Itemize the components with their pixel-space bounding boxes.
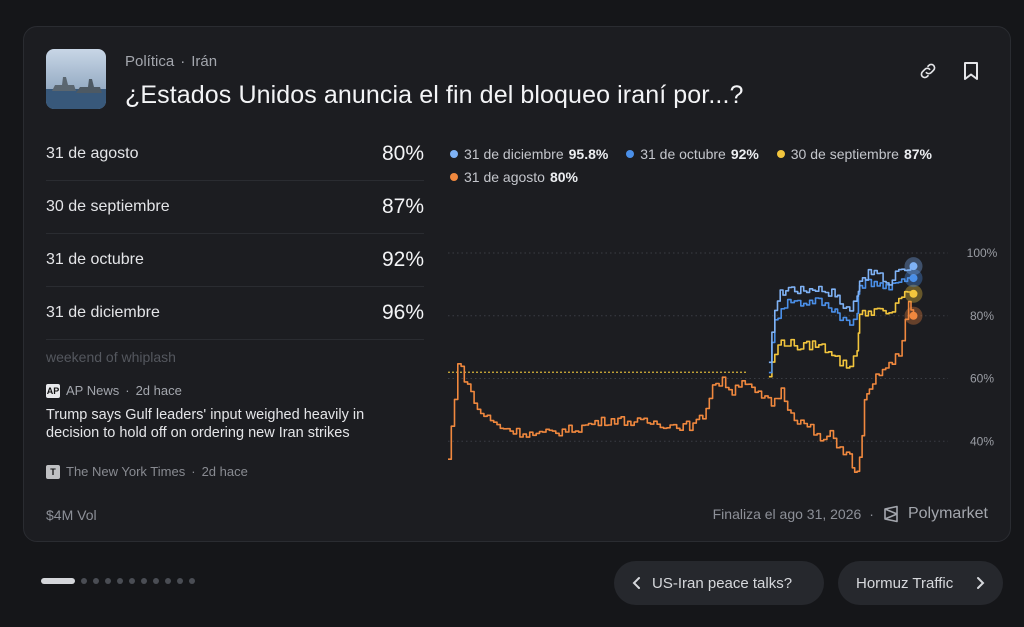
page-dot[interactable] bbox=[105, 578, 111, 584]
end-date: Finaliza el ago 31, 2026 bbox=[712, 506, 862, 522]
outcome-percentage: 80% bbox=[381, 142, 424, 165]
news-source: AP News bbox=[66, 383, 120, 398]
series-end-point[interactable] bbox=[909, 274, 918, 283]
outcome-row[interactable]: 31 de agosto 80% bbox=[46, 128, 424, 181]
series-line[interactable] bbox=[768, 290, 915, 378]
news-time: 2d hace bbox=[135, 383, 182, 398]
series-end-point[interactable] bbox=[909, 311, 918, 320]
outcome-label: 31 de diciembre bbox=[46, 304, 160, 321]
volume-label: $4M Vol bbox=[46, 507, 97, 523]
page-dot[interactable] bbox=[129, 578, 135, 584]
page-title: ¿Estados Unidos anuncia el fin del bloqu… bbox=[125, 81, 744, 109]
outcome-percentage: 96% bbox=[381, 301, 424, 324]
page-dot[interactable] bbox=[93, 578, 99, 584]
legend-label: 31 de octubre bbox=[640, 146, 726, 162]
outcome-label: 31 de octubre bbox=[46, 251, 144, 268]
news-item[interactable]: T The New York Times · 2d hace bbox=[46, 464, 406, 479]
breadcrumb-category[interactable]: Política bbox=[125, 53, 175, 70]
carousel-pagination bbox=[41, 578, 195, 584]
outcome-row[interactable]: 31 de diciembre 96% bbox=[46, 287, 424, 340]
outcome-label: 30 de septiembre bbox=[46, 198, 170, 215]
legend-value: 95.8% bbox=[568, 146, 609, 162]
series-end-point[interactable] bbox=[909, 262, 918, 271]
legend-item[interactable]: 31 de octubre 92% bbox=[626, 143, 759, 165]
y-tick-label: 40% bbox=[970, 434, 994, 448]
chevron-right-icon bbox=[977, 577, 985, 589]
outcome-percentage: 92% bbox=[381, 248, 424, 271]
news-headline: Trump says Gulf leaders' input weighed h… bbox=[46, 407, 365, 441]
chart-legend: 31 de diciembre 95.8% 31 de octubre 92% 30… bbox=[450, 142, 990, 188]
next-market-label: Hormuz Traffic bbox=[856, 574, 954, 592]
series-line[interactable] bbox=[768, 277, 915, 374]
y-tick-label: 60% bbox=[970, 372, 994, 386]
page-dot[interactable] bbox=[141, 578, 147, 584]
breadcrumb-separator: · bbox=[180, 53, 186, 70]
outcome-percentage: 87% bbox=[381, 195, 424, 218]
outcome-label: 31 de agosto bbox=[46, 145, 139, 162]
copy-link-button[interactable] bbox=[914, 57, 942, 85]
outcome-row[interactable]: 31 de octubre 92% bbox=[46, 234, 424, 287]
legend-value: 87% bbox=[903, 146, 932, 162]
bookmark-icon bbox=[964, 62, 978, 80]
page-dot[interactable] bbox=[81, 578, 87, 584]
page-dot[interactable] bbox=[117, 578, 123, 584]
price-chart[interactable]: 100%80%60%40%20% bbox=[448, 207, 998, 489]
series-end-point[interactable] bbox=[909, 289, 918, 298]
polymarket-logo-icon bbox=[884, 505, 898, 523]
news-item[interactable]: AP AP News · 2d hace Trump says Gulf lea… bbox=[46, 383, 406, 442]
bookmark-button[interactable] bbox=[957, 57, 985, 85]
news-feed: weekend of whiplash AP AP News · 2d hace… bbox=[46, 349, 406, 479]
market-card: Política · Irán ¿Estados Unidos anuncia … bbox=[23, 26, 1011, 542]
breadcrumb-subcategory[interactable]: Irán bbox=[191, 53, 218, 70]
outcome-row[interactable]: 30 de septiembre 87% bbox=[46, 181, 424, 234]
y-tick-label: 80% bbox=[970, 309, 994, 323]
outcome-list: 31 de agosto 80% 30 de septiembre 87% 31… bbox=[46, 128, 424, 340]
news-faded-headline: weekend of whiplash bbox=[46, 349, 176, 365]
page-dot-active[interactable] bbox=[41, 578, 75, 584]
link-icon bbox=[920, 63, 936, 79]
page-dot[interactable] bbox=[189, 578, 195, 584]
footer-meta: Finaliza el ago 31, 2026 · Polymarket bbox=[712, 505, 988, 523]
ap-news-logo-icon: AP bbox=[46, 383, 60, 398]
page-dot[interactable] bbox=[153, 578, 159, 584]
y-tick-label: 100% bbox=[967, 246, 998, 260]
legend-value: 92% bbox=[730, 146, 759, 162]
series-line[interactable] bbox=[768, 264, 915, 364]
chevron-left-icon bbox=[632, 577, 640, 589]
prev-market-label: US-Iran peace talks? bbox=[652, 574, 793, 592]
nyt-logo-icon: T bbox=[46, 464, 60, 479]
legend-item[interactable]: 30 de septiembre 87% bbox=[776, 143, 932, 165]
legend-label: 31 de agosto bbox=[464, 169, 545, 185]
market-thumbnail[interactable] bbox=[46, 49, 106, 109]
page-dot[interactable] bbox=[165, 578, 171, 584]
news-time: 2d hace bbox=[201, 464, 248, 479]
prev-market-button[interactable]: US-Iran peace talks? bbox=[614, 561, 824, 605]
legend-item[interactable]: 31 de agosto 80% bbox=[450, 166, 578, 188]
brand-name[interactable]: Polymarket bbox=[907, 505, 988, 522]
news-source: The New York Times bbox=[66, 464, 186, 479]
page-dot[interactable] bbox=[177, 578, 183, 584]
legend-value: 80% bbox=[549, 169, 578, 185]
series-line[interactable] bbox=[448, 300, 915, 473]
legend-label: 30 de septiembre bbox=[790, 146, 899, 162]
breadcrumb: Política · Irán bbox=[125, 53, 217, 70]
legend-item[interactable]: 31 de diciembre 95.8% bbox=[450, 143, 608, 165]
legend-label: 31 de diciembre bbox=[464, 146, 564, 162]
next-market-button[interactable]: Hormuz Traffic bbox=[838, 561, 1003, 605]
